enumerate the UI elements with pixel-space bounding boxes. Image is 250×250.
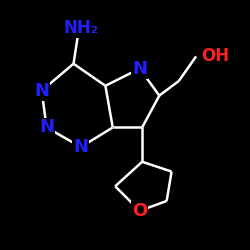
Text: NH₂: NH₂ [64, 19, 98, 37]
Text: N: N [34, 82, 49, 100]
Text: O: O [132, 202, 147, 220]
Text: N: N [34, 82, 49, 100]
Text: NH₂: NH₂ [64, 19, 98, 37]
Text: N: N [74, 138, 88, 156]
Text: O: O [132, 202, 147, 220]
Text: N: N [39, 118, 54, 136]
Text: N: N [39, 118, 54, 136]
Text: N: N [132, 60, 147, 78]
Text: N: N [132, 60, 147, 78]
Text: OH: OH [201, 47, 229, 65]
Text: OH: OH [201, 47, 229, 65]
Text: N: N [74, 138, 88, 156]
